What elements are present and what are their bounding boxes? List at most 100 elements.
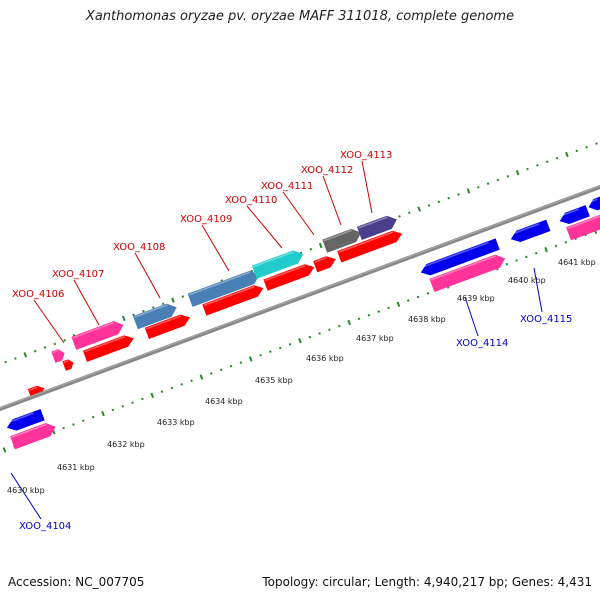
gene-pink-xoo4106-shine: [52, 349, 59, 354]
minor-tick: [416, 295, 420, 299]
minor-tick: [160, 390, 164, 393]
gene-label-xoo-4112[interactable]: XOO_4112: [301, 165, 353, 176]
gene-pink-xoo4104[interactable]: [10, 423, 56, 450]
gene-label-xoo-4109[interactable]: XOO_4109: [180, 214, 232, 225]
backbone-line: [0, 184, 600, 412]
minor-tick: [111, 408, 115, 412]
gene-label-xoo-4110[interactable]: XOO_4110: [225, 195, 277, 206]
minor-tick: [328, 328, 331, 332]
minor-tick: [161, 302, 165, 306]
minor-tick: [131, 401, 134, 404]
gene-blue-right-1-shine: [558, 208, 579, 218]
minor-tick: [63, 339, 66, 342]
minor-tick: [545, 160, 549, 164]
major-tick: [396, 301, 401, 307]
kbp-label: 4634 kbp: [205, 397, 243, 406]
gene-pink-xoo4107[interactable]: [71, 321, 124, 350]
minor-tick: [14, 357, 17, 360]
minor-tick: [525, 255, 528, 259]
minor-tick: [190, 379, 193, 383]
minor-tick: [53, 342, 57, 346]
gene-features: [6, 195, 600, 450]
gene-gray-xoo4112-shine: [323, 229, 353, 242]
gene-blue-right-1[interactable]: [559, 205, 590, 224]
gene-blue-xoo4114[interactable]: [420, 238, 500, 276]
major-tick: [2, 447, 7, 453]
minor-tick: [91, 415, 95, 419]
major-tick: [171, 297, 175, 303]
gene-label-xoo-4106[interactable]: XOO_4106: [12, 289, 64, 300]
gene-red-xoo4112-shine: [338, 231, 394, 253]
gene-red-xoo4109[interactable]: [202, 285, 264, 316]
gene-pink-xoo4107-shine: [72, 321, 115, 339]
minor-tick: [239, 361, 243, 364]
gene-pink-xoo4106[interactable]: [51, 349, 65, 363]
minor-tick: [585, 145, 588, 149]
gene-label-xoo-4108[interactable]: XOO_4108: [113, 242, 165, 253]
gene-pink-xoo4114[interactable]: [429, 254, 506, 292]
minor-tick: [377, 310, 380, 313]
label-leaders: [10, 160, 543, 520]
kbp-label: 4637 kbp: [356, 334, 394, 343]
gene-steel-xoo4108[interactable]: [133, 303, 177, 330]
major-tick: [417, 206, 421, 212]
gene-blue-xoo4114-shine: [419, 241, 489, 269]
gene-red-xoo4111[interactable]: [313, 256, 336, 273]
tick-track-lower: [2, 228, 598, 453]
gene-red-xoo4109-shine: [203, 285, 255, 307]
gene-label-xoo-4107[interactable]: XOO_4107: [52, 269, 104, 280]
gene-cyan-xoo4110[interactable]: [251, 250, 304, 279]
minor-tick: [278, 346, 282, 350]
minor-tick: [210, 372, 213, 375]
leader-line: [464, 296, 479, 337]
gene-gray-xoo4112[interactable]: [322, 228, 362, 253]
accession-text: Accession: NC_007705: [8, 575, 145, 589]
minor-tick: [72, 423, 75, 426]
gene-pink-xoo4114-shine: [430, 255, 496, 281]
gene-red-xoo4110[interactable]: [263, 264, 315, 291]
gene-label-xoo-4104[interactable]: XOO_4104: [19, 521, 71, 532]
leader-line: [246, 205, 283, 249]
minor-tick: [357, 317, 361, 321]
major-tick: [318, 242, 323, 249]
minor-tick: [299, 251, 303, 255]
genome-backbone: [0, 184, 600, 412]
minor-tick: [486, 182, 490, 185]
gene-blue-xoo4104-shine: [6, 412, 34, 424]
major-tick: [150, 392, 155, 399]
gene-label-xoo-4115[interactable]: XOO_4115: [520, 314, 572, 325]
gene-blue-right-2[interactable]: [588, 195, 600, 211]
gene-red-xoo4106[interactable]: [62, 359, 74, 371]
gene-label-xoo-4113[interactable]: XOO_4113: [340, 150, 392, 161]
minor-tick: [219, 368, 223, 372]
minor-tick: [141, 397, 144, 401]
gene-pink-right[interactable]: [566, 211, 600, 241]
minor-tick: [406, 299, 410, 302]
minor-tick: [4, 360, 7, 364]
gene-steel-xoo4108-shine: [134, 304, 168, 318]
gene-pink-right-shine: [567, 215, 600, 230]
gene-red-xoo4107[interactable]: [82, 335, 134, 362]
minor-tick: [33, 349, 37, 353]
gene-label-xoo-4114[interactable]: XOO_4114: [456, 338, 508, 349]
gene-blue-xoo4104[interactable]: [6, 408, 45, 431]
major-tick: [544, 246, 548, 253]
minor-tick: [170, 386, 174, 390]
minor-tick: [309, 247, 313, 251]
gene-red-xoo4112[interactable]: [337, 230, 403, 263]
gene-blue-xoo4115[interactable]: [510, 219, 551, 243]
minor-tick: [437, 200, 441, 204]
gene-blue-xoo4115-shine: [509, 223, 540, 236]
gene-red-xoo4107-shine: [84, 336, 125, 353]
kbp-label: 4635 kbp: [255, 376, 293, 385]
leader-line: [361, 160, 373, 214]
minor-tick: [318, 332, 321, 335]
gene-steel-xoo4109[interactable]: [187, 270, 260, 307]
gene-red-small-shine: [29, 386, 38, 391]
gene-label-xoo-4111[interactable]: XOO_4111: [261, 181, 313, 192]
minor-tick: [132, 313, 135, 317]
minor-tick: [181, 295, 185, 298]
gene-red-xoo4108[interactable]: [144, 314, 191, 339]
leader-line: [10, 472, 42, 520]
gene-purple-xoo4113[interactable]: [356, 215, 397, 240]
